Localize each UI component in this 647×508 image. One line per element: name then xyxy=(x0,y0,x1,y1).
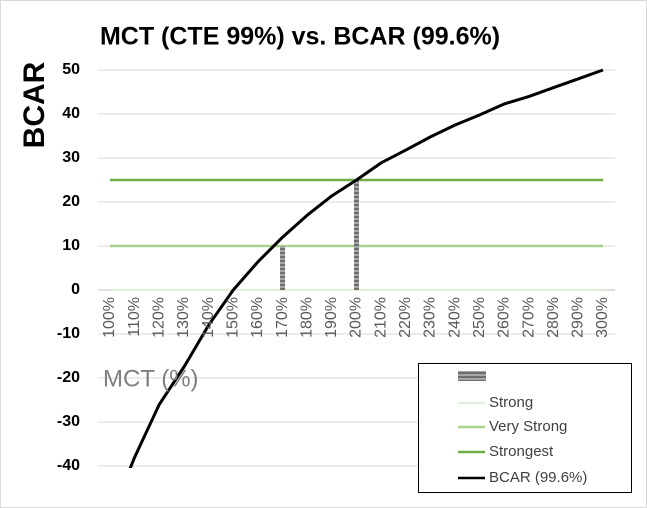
y-tick-label: -20 xyxy=(57,369,80,386)
legend-box xyxy=(418,363,632,493)
x-tick-label: 130% xyxy=(175,297,192,338)
x-tick-label: 180% xyxy=(298,297,315,338)
legend: Strong Very Strong Strongest BCAR (99.6%) xyxy=(418,363,632,493)
y-tick-label: 50 xyxy=(62,61,80,78)
x-tick-label: 240% xyxy=(446,297,463,338)
x-tick-label: 150% xyxy=(224,297,241,338)
x-tick-label: 140% xyxy=(200,297,217,338)
x-tick-label: 230% xyxy=(422,297,439,338)
x-tick-label: 250% xyxy=(471,297,488,338)
x-tick-label: 170% xyxy=(274,297,291,338)
y-tick-label: -10 xyxy=(57,325,80,342)
x-tick-label: 270% xyxy=(520,297,537,338)
x-tick-label: 260% xyxy=(496,297,513,338)
y-tick-label: 30 xyxy=(62,149,80,166)
legend-label: Strongest xyxy=(489,443,554,460)
x-tick-label: 280% xyxy=(545,297,562,338)
x-tick-label: 210% xyxy=(372,297,389,338)
x-tick-label: 220% xyxy=(397,297,414,338)
legend-label: Very Strong xyxy=(489,418,567,435)
series-group xyxy=(110,68,604,468)
y-tick-label: 20 xyxy=(62,193,80,210)
x-tick-label: 120% xyxy=(151,297,168,338)
x-tick-label: 100% xyxy=(101,297,118,338)
x-tick-label: 290% xyxy=(570,297,587,338)
bar xyxy=(280,246,286,290)
y-tick-label: 40 xyxy=(62,105,80,122)
x-tick-label: 190% xyxy=(323,297,340,338)
line-series xyxy=(128,68,604,468)
y-axis-title: BCAR xyxy=(18,61,51,148)
x-axis-title: MCT (%) xyxy=(103,365,199,392)
chart-title: MCT (CTE 99%) vs. BCAR (99.6%) xyxy=(100,23,500,51)
legend-label: BCAR (99.6%) xyxy=(489,469,587,486)
x-tick-label: 300% xyxy=(594,297,611,338)
legend-label: Strong xyxy=(489,394,533,411)
y-tick-label: -40 xyxy=(57,457,80,474)
bar xyxy=(354,180,359,290)
legend-swatch xyxy=(458,371,486,381)
y-tick-label: 10 xyxy=(62,237,80,254)
x-tick-label: 160% xyxy=(249,297,266,338)
y-tick-label: -30 xyxy=(57,413,80,430)
y-tick-label: 0 xyxy=(71,281,80,298)
x-tick-label: 200% xyxy=(348,297,365,338)
x-tick-label: 110% xyxy=(126,297,143,337)
